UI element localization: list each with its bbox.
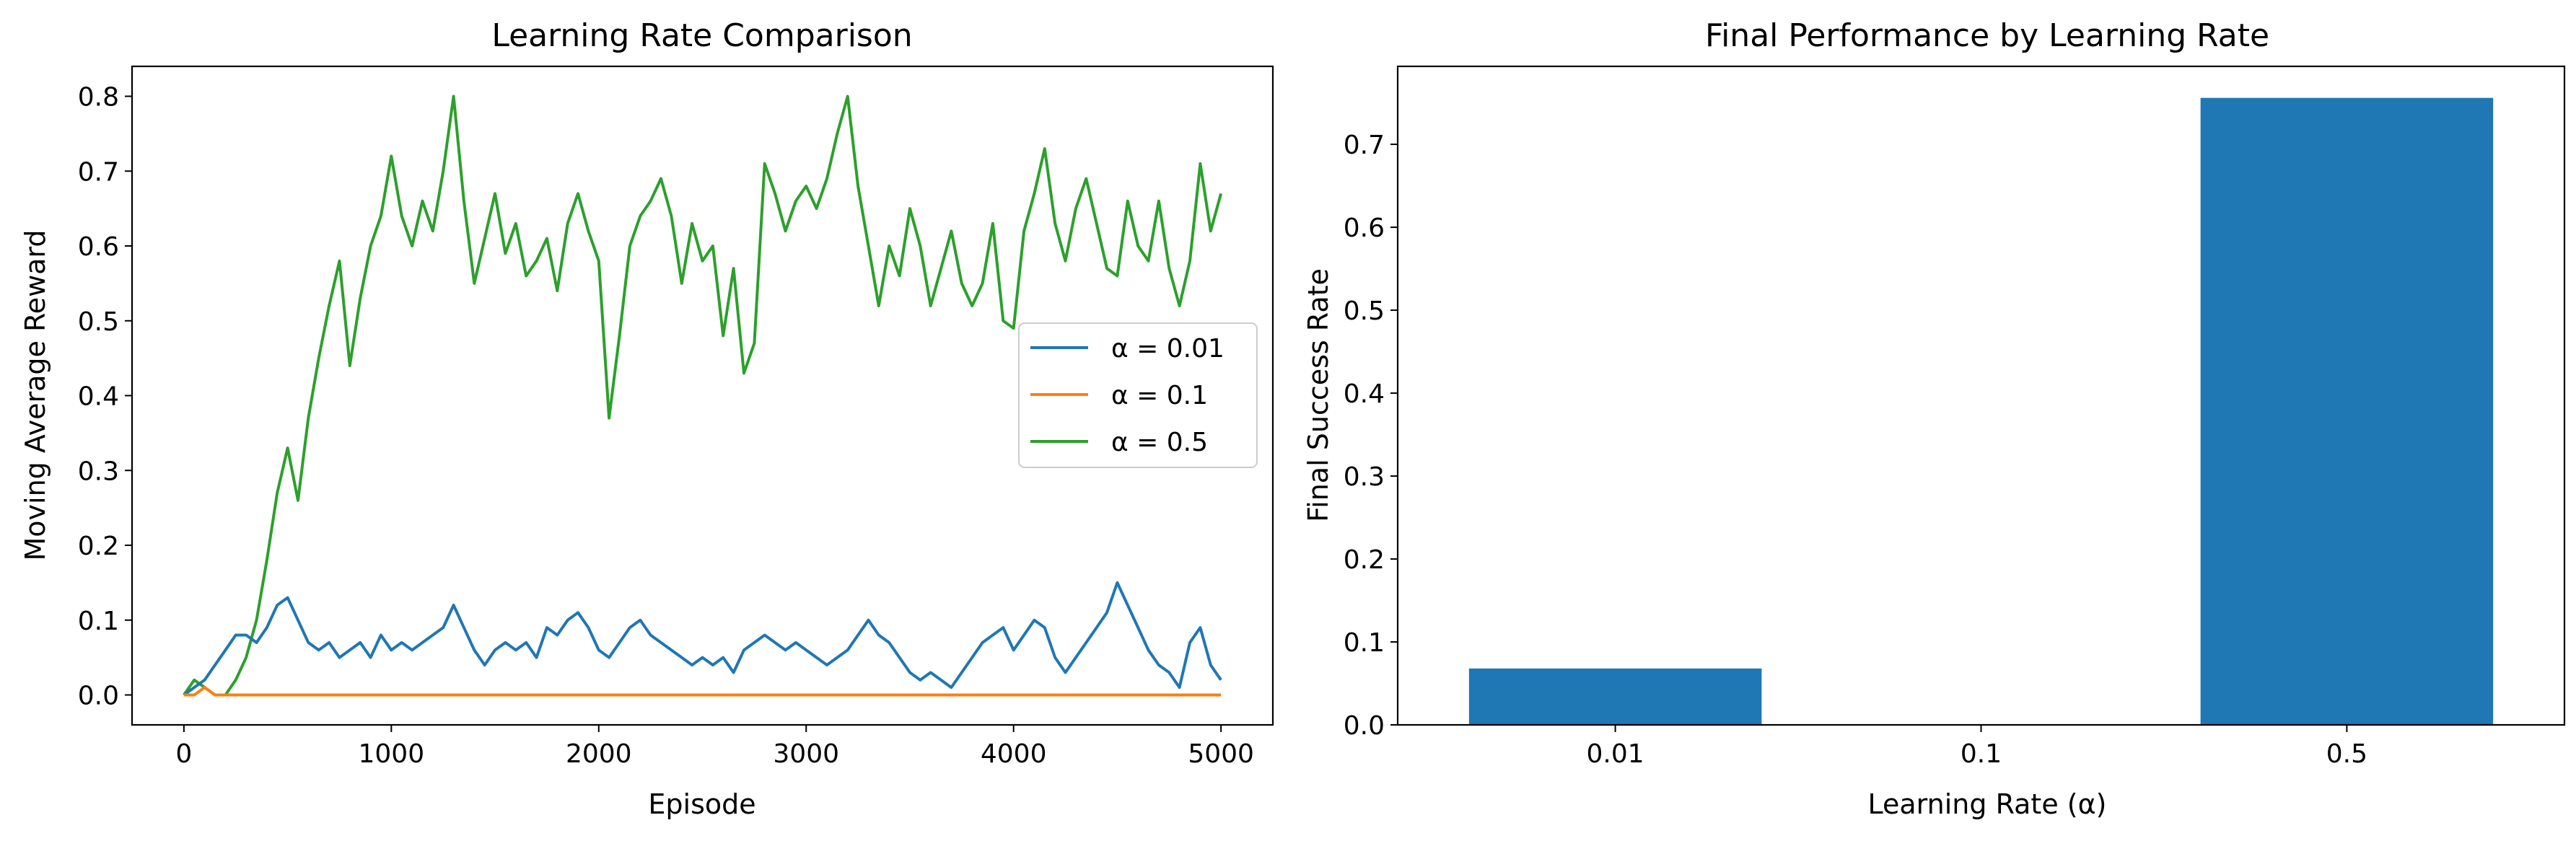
legend-label-alpha-0-5: α = 0.5 bbox=[1111, 428, 1208, 457]
line-chart-ticks: 0 1000 2000 3000 4000 5000 0.0 0.1 0.2 0.3 0.4 0.5 0… bbox=[78, 83, 1254, 770]
bar-chart-ticks: 0.0 0.1 0.2 0.3 0.4 0.5 0.6 0.7 0.01 0.1 0.5 bbox=[1344, 131, 2367, 769]
line-series-001 bbox=[183, 581, 1222, 697]
line-chart-y-tick-label: 0.7 bbox=[78, 157, 119, 187]
line-chart-x-tick-label: 5000 bbox=[1188, 739, 1254, 769]
legend-box bbox=[1018, 322, 1258, 468]
legend: α = 0.01 α = 0.1 α = 0.5 bbox=[1018, 322, 1258, 468]
bar-chart-title: Final Performance by Learning Rate bbox=[1705, 17, 2269, 54]
line-chart-series bbox=[183, 94, 1223, 697]
line-chart-x-tick-label: 4000 bbox=[981, 739, 1047, 769]
bar-chart-x-tick-label: 0.5 bbox=[2326, 739, 2367, 769]
line-chart-y-tick-label: 0.5 bbox=[78, 307, 119, 337]
bar-chart-y-axis-label: Final Success Rate bbox=[1302, 268, 1334, 522]
line-series-01 bbox=[183, 686, 1222, 697]
line-chart-y-tick-label: 0.8 bbox=[78, 83, 119, 113]
bar-chart-bars bbox=[1468, 97, 2494, 726]
line-chart-x-tick-label: 3000 bbox=[773, 739, 839, 769]
line-chart-y-tick-label: 0.3 bbox=[78, 457, 119, 486]
bar-chart-y-tick-label: 0.5 bbox=[1344, 296, 1385, 326]
bar-chart-y-tick-label: 0.6 bbox=[1344, 213, 1385, 243]
bar-chart-y-tick-label: 0.1 bbox=[1344, 628, 1385, 658]
line-chart-y-tick-label: 0.1 bbox=[78, 607, 119, 636]
legend-label-alpha-0-01: α = 0.01 bbox=[1111, 334, 1225, 364]
line-chart-x-tick-label: 2000 bbox=[566, 739, 632, 769]
legend-label-alpha-0-1: α = 0.1 bbox=[1111, 381, 1208, 410]
bar-chart-y-tick-label: 0.7 bbox=[1344, 131, 1385, 160]
line-chart-panel: Learning Rate Comparison Episode Moving … bbox=[19, 17, 1274, 820]
bar-chart-x-tick-label: 0.01 bbox=[1587, 739, 1644, 769]
bar-chart-y-tick-label: 0.0 bbox=[1344, 711, 1385, 741]
bar-chart-x-axis-label: Learning Rate (α) bbox=[1868, 788, 2107, 820]
bar-0.01 bbox=[1468, 668, 1762, 725]
line-chart-title: Learning Rate Comparison bbox=[491, 17, 912, 54]
bar-chart-y-tick-label: 0.2 bbox=[1344, 545, 1385, 575]
bar-chart-panel: Final Performance by Learning Rate Learn… bbox=[1302, 17, 2566, 820]
line-chart-x-tick-label: 0 bbox=[175, 739, 192, 769]
line-chart-y-axis-label: Moving Average Reward bbox=[19, 229, 51, 560]
line-chart-axes-frame bbox=[131, 65, 1274, 726]
line-chart-x-tick-label: 1000 bbox=[359, 739, 425, 769]
bar-chart-y-tick-label: 0.3 bbox=[1344, 462, 1385, 492]
line-chart-y-tick-label: 0.6 bbox=[78, 232, 119, 262]
bar-chart-axes-frame bbox=[1396, 65, 2566, 726]
line-chart-y-tick-label: 0.4 bbox=[78, 382, 119, 412]
line-chart-x-axis-label: Episode bbox=[648, 788, 755, 820]
bar-chart-x-tick-label: 0.1 bbox=[1961, 739, 2002, 769]
line-series-05 bbox=[183, 94, 1223, 697]
line-chart-y-tick-label: 0.0 bbox=[78, 682, 119, 711]
line-chart-y-tick-label: 0.2 bbox=[78, 532, 119, 561]
bar-0.5 bbox=[2200, 97, 2494, 726]
bar-chart-y-tick-label: 0.4 bbox=[1344, 379, 1385, 409]
